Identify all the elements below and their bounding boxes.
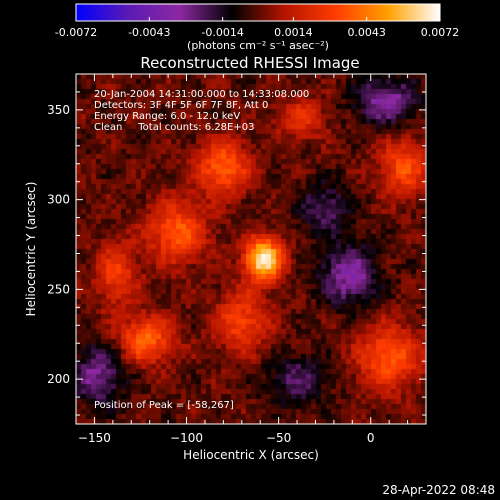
- plot-frame: [75, 73, 427, 425]
- colorbar-unit-label: (photons cm⁻² s⁻¹ asec⁻²): [187, 39, 329, 52]
- colorbar: -0.0072 -0.0043 -0.0014 0.0014 0.0043 0.0072 …: [55, 3, 459, 52]
- colorbar-tick-label: -0.0014: [201, 26, 243, 39]
- y-axis-ticks: 200 250 300 350: [47, 73, 426, 416]
- y-tick-label: 250: [47, 282, 70, 296]
- x-tick-label: −150: [78, 431, 111, 445]
- annotation-energy-range: Energy Range: 6.0 - 12.0 keV: [94, 111, 240, 122]
- colorbar-strip: [76, 4, 440, 21]
- annotation-detectors: Detectors: 3F 4F 5F 6F 7F 8F, Att 0: [94, 100, 268, 111]
- colorbar-tick-label: 0.0014: [274, 26, 313, 39]
- y-axis-label: Heliocentric Y (arcsec): [24, 182, 38, 317]
- y-tick-label: 300: [47, 193, 70, 207]
- colorbar-tick-label: -0.0043: [128, 26, 170, 39]
- y-tick-label: 200: [47, 372, 70, 386]
- annotation-time-range: 20-Jan-2004 14:31:00.000 to 14:33:08.000: [94, 89, 309, 100]
- chart-title: Reconstructed RHESSI Image: [140, 54, 359, 72]
- x-axis-label: Heliocentric X (arcsec): [183, 448, 319, 462]
- y-tick-label: 350: [47, 103, 70, 117]
- footer-timestamp: 28-Apr-2022 08:48: [382, 483, 495, 497]
- colorbar-tick-label: -0.0072: [55, 26, 97, 39]
- x-axis-ticks: −150 −100 −50 0: [78, 74, 427, 445]
- colorbar-ticks: -0.0072 -0.0043 -0.0014 0.0014 0.0043 0.0072: [55, 17, 459, 39]
- annotation-block: 20-Jan-2004 14:31:00.000 to 14:33:08.000…: [94, 89, 309, 411]
- colorbar-frame: [75, 3, 441, 22]
- peak-position-label: Position of Peak = [-58,267]: [94, 400, 234, 411]
- colorbar-tick-label: 0.0072: [421, 26, 460, 39]
- colorbar-tick-label: 0.0043: [347, 26, 386, 39]
- image-area: −150 −100 −50 0 200 250 300 350: [47, 73, 427, 445]
- heatmap-canvas: [76, 74, 426, 424]
- x-tick-label: −100: [170, 431, 203, 445]
- x-tick-label: 0: [367, 431, 375, 445]
- x-tick-label: −50: [266, 431, 291, 445]
- annotation-clean-counts: Clean Total counts: 6.28E+03: [94, 122, 254, 133]
